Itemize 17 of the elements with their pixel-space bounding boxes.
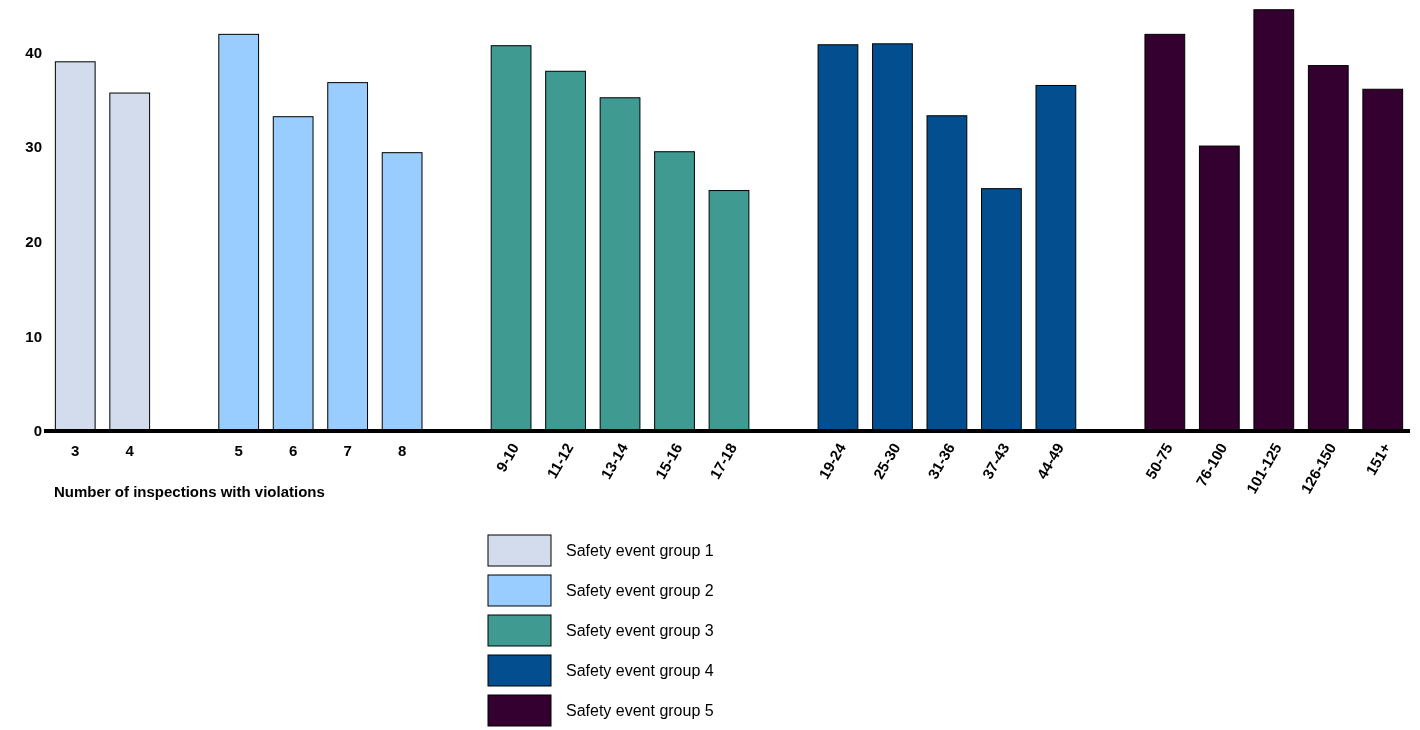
legend-label: Safety event group 5 [566,702,714,719]
x-tick-label: 5 [234,442,243,460]
x-tick-label: 6 [288,442,298,460]
y-tick-label: 20 [25,232,42,250]
legend-label: Safety event group 1 [566,542,714,559]
x-tick-label: 8 [397,442,407,460]
y-tick-label: 40 [25,43,42,61]
legend-label: Safety event group 2 [566,582,714,599]
x-axis-title: Number of inspections with violations [54,483,325,500]
y-tick-label: 10 [25,327,42,345]
y-tick-label: 0 [33,422,42,440]
x-tick-label: 7 [343,442,352,460]
legend-label: Safety event group 4 [566,662,714,679]
y-tick-label: 30 [25,138,42,156]
legend-label: Safety event group 3 [566,622,714,639]
x-tick-label: 3 [71,442,80,460]
x-tick-label: 4 [125,442,135,460]
